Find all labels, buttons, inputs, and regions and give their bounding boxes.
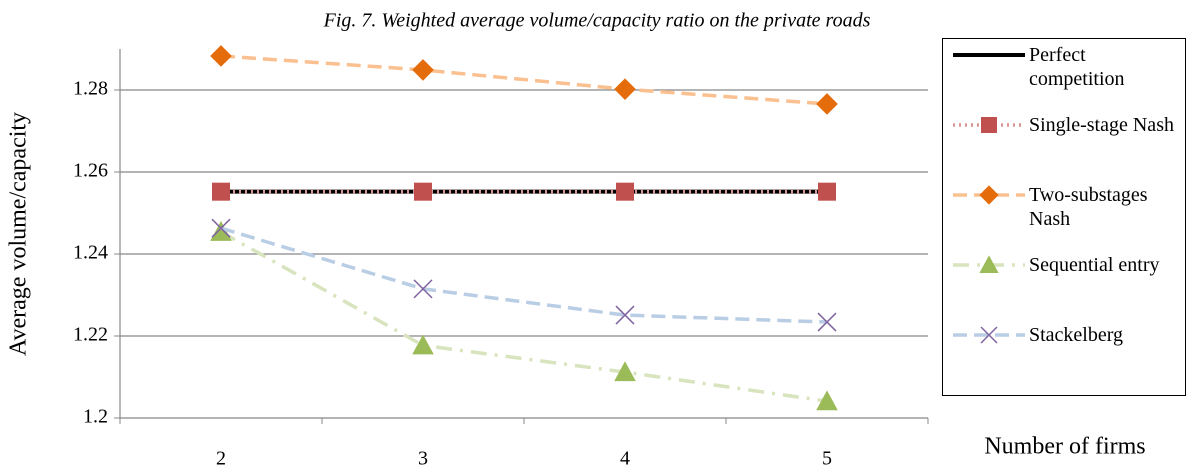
marker [211, 218, 231, 238]
marker [210, 45, 232, 67]
marker [817, 312, 837, 332]
marker [979, 255, 999, 273]
chart-title: Fig. 7. Weighted average volume/capacity… [323, 10, 871, 32]
series-line [220, 226, 828, 324]
marker [614, 361, 636, 382]
y-tick-label: 1.24 [73, 242, 108, 264]
marker [980, 326, 998, 344]
marker [412, 59, 434, 81]
marker [816, 93, 838, 115]
marker [614, 78, 636, 100]
x-axis-label: Number of firms [984, 434, 1145, 460]
marker [615, 305, 635, 325]
marker [210, 221, 232, 241]
legend-label: Two-substages Nash [1029, 184, 1148, 230]
legend-item: Sequential entry [949, 253, 1179, 323]
x-tick-label: 2 [216, 448, 226, 470]
x-tick-label: 3 [418, 448, 428, 470]
x-tick-label: 5 [822, 448, 832, 470]
y-tick-label: 1.22 [73, 324, 108, 346]
marker [816, 390, 838, 411]
legend-swatch [953, 117, 1025, 133]
y-axis-label: Average volume/capacity [6, 112, 32, 356]
marker [414, 182, 432, 201]
legend-item: Perfect competition [949, 43, 1179, 113]
marker [981, 117, 997, 133]
x-tick-label: 4 [620, 448, 630, 470]
marker [212, 182, 230, 201]
y-tick-label: 1.26 [73, 160, 108, 182]
legend-swatch [953, 53, 1025, 57]
series-line [220, 230, 828, 403]
legend-swatch [953, 255, 1025, 273]
legend-label: Perfect competition [1029, 44, 1125, 90]
legend-label: Stackelberg [1029, 324, 1124, 346]
legend-swatch [953, 185, 1025, 205]
legend-item: Two-substages Nash [949, 183, 1179, 253]
legend-item: Stackelberg [949, 323, 1179, 393]
legend-label: Sequential entry [1029, 254, 1160, 276]
y-tick-label: 1.28 [73, 78, 108, 100]
legend-label: Single-stage Nash [1029, 114, 1174, 136]
marker [616, 182, 634, 201]
legend: Perfect competition Single-stage Nash Two-… [942, 38, 1186, 396]
legend-swatch [953, 326, 1025, 344]
marker [818, 182, 836, 201]
marker [413, 279, 433, 299]
series-line [220, 54, 828, 106]
legend-item: Single-stage Nash [949, 113, 1179, 183]
marker [979, 185, 999, 205]
marker [412, 334, 434, 355]
y-tick-label: 1.2 [83, 406, 108, 428]
